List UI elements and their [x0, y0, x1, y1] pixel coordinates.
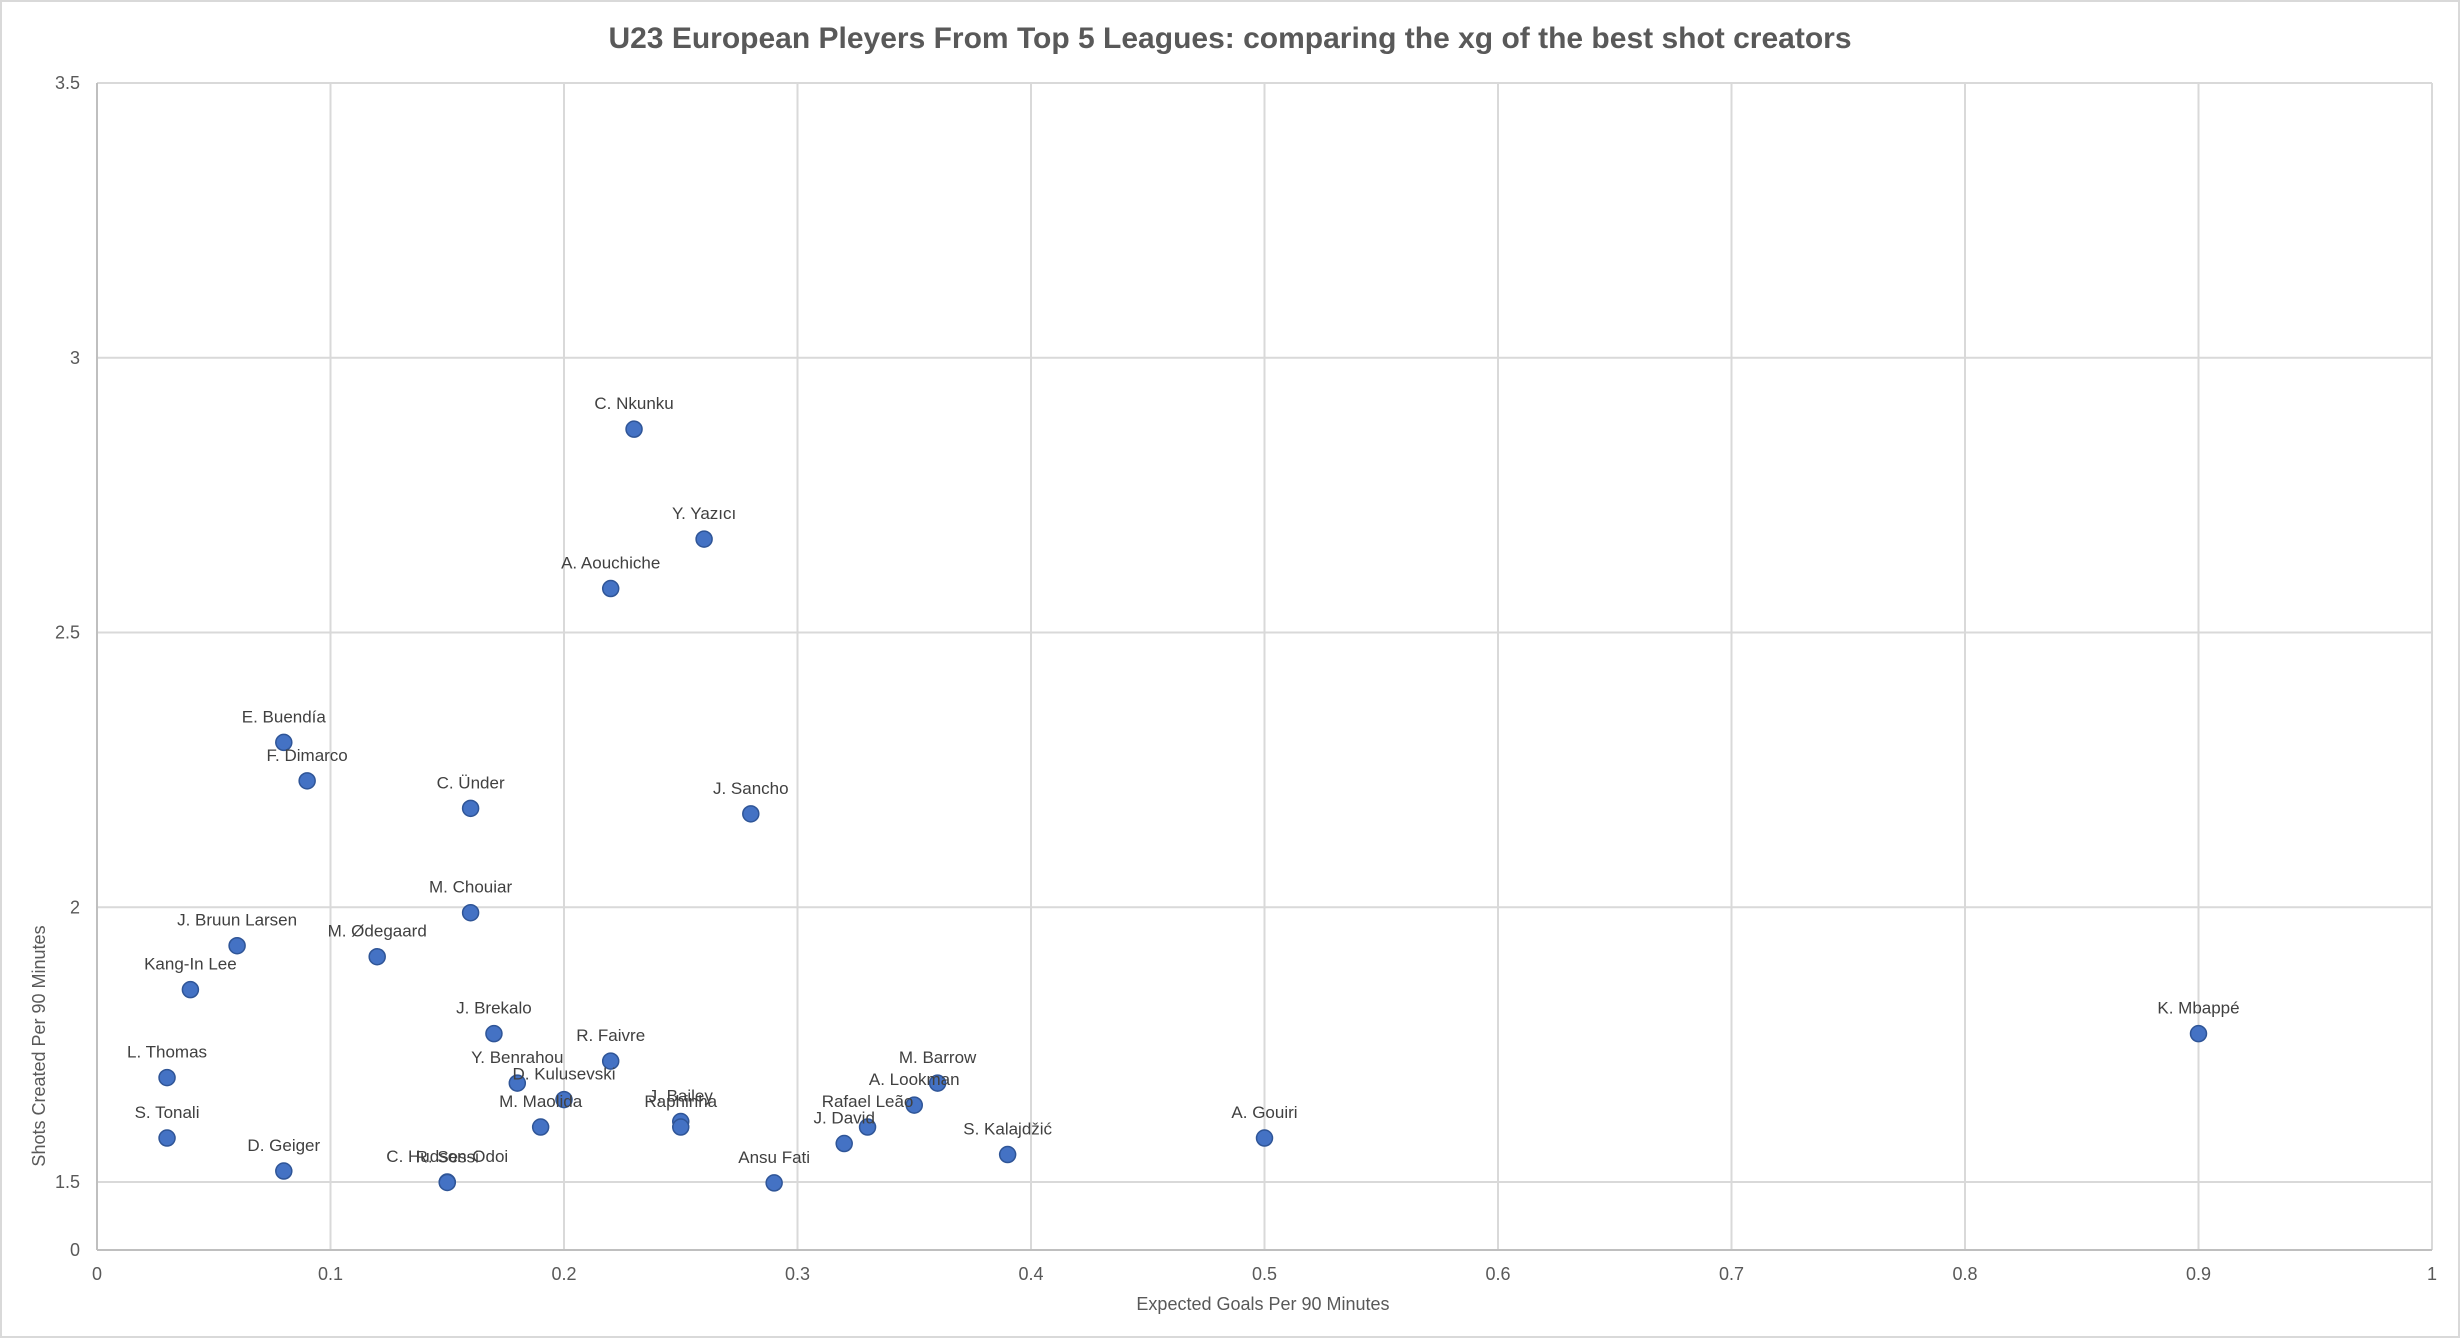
data-label: J. Bruun Larsen — [177, 911, 297, 930]
data-label: R. Sessi — [416, 1147, 479, 1166]
data-label: S. Kalajdžić — [963, 1120, 1052, 1139]
y-axis-title: Shots Created Per 90 Minutes — [29, 925, 49, 1166]
y-tick-label: 2.5 — [55, 623, 80, 643]
data-label: Ansu Fati — [738, 1148, 810, 1167]
data-point — [461, 799, 480, 818]
data-labels: C. Nkunku Y. Yazıcı A. Aouchiche E. Buendía… — [127, 394, 2240, 1167]
data-label: Y. Yazıcı — [672, 504, 736, 523]
data-label: F. Dimarco — [267, 746, 348, 765]
data-point — [998, 1145, 1017, 1164]
data-point — [461, 903, 480, 922]
data-label: A. Lookman — [869, 1070, 960, 1089]
data-point — [601, 1052, 620, 1070]
data-label: E. Buendía — [242, 707, 327, 726]
data-point — [555, 1090, 573, 1109]
y-tick-label: 3 — [70, 348, 80, 368]
data-label: J. Sancho — [713, 779, 789, 798]
x-tick-label: 1 — [2427, 1264, 2437, 1284]
y-tick-label: 0 — [70, 1240, 80, 1260]
data-label: D. Geiger — [247, 1136, 320, 1155]
data-points — [158, 420, 2208, 1192]
data-point — [672, 1118, 690, 1136]
data-point — [601, 579, 620, 598]
data-label: A. Aouchiche — [561, 554, 660, 573]
data-label: C. Ünder — [437, 773, 505, 792]
data-label: A. Gouiri — [1231, 1103, 1297, 1122]
data-point — [858, 1118, 877, 1136]
data-point — [508, 1074, 527, 1092]
x-tick-label: 0.2 — [551, 1264, 576, 1284]
x-tick-label: 0.5 — [1252, 1264, 1277, 1284]
y-tick-label: 1.5 — [55, 1172, 80, 1192]
data-point — [485, 1024, 503, 1043]
x-tick-label: 0 — [92, 1264, 102, 1284]
x-tick-label: 0.3 — [785, 1264, 810, 1284]
data-label: Raphinha — [644, 1092, 717, 1111]
tick-labels: 0 0.1 0.2 0.3 0.4 0.5 0.6 0.7 0.8 0.9 1 0 1.5 2 2.5 3 3.… — [55, 73, 2437, 1284]
data-point — [438, 1173, 456, 1192]
data-label: J. David — [813, 1109, 874, 1128]
data-label: S. Tonali — [135, 1103, 200, 1122]
data-point — [181, 980, 200, 999]
data-label: Y. Benrahou — [471, 1048, 563, 1067]
data-point — [835, 1134, 853, 1153]
x-tick-label: 0.6 — [1485, 1264, 1510, 1284]
data-label: C. Hudson-Odoi — [386, 1147, 508, 1166]
y-tick-label: 3.5 — [55, 73, 80, 93]
data-label: M. Ødegaard — [328, 922, 427, 941]
grid — [97, 82, 2433, 1250]
x-tick-label: 0.7 — [1719, 1264, 1744, 1284]
data-point — [531, 1118, 550, 1136]
x-axis-title: Expected Goals Per 90 Minutes — [1136, 1294, 1389, 1314]
y-tick-label: 2 — [70, 897, 80, 917]
data-label: R. Faivre — [576, 1026, 645, 1045]
data-point — [625, 420, 643, 438]
data-label: M. Barrow — [899, 1048, 977, 1067]
data-label: C. Nkunku — [594, 394, 673, 413]
x-tick-label: 0.1 — [318, 1264, 343, 1284]
data-label: Rafael Leão — [822, 1092, 914, 1111]
chart-title: U23 European Pleyers From Top 5 Leagues:… — [608, 22, 1851, 55]
data-label: M. Chouiar — [429, 878, 512, 897]
data-point — [2189, 1024, 2208, 1043]
data-point — [928, 1074, 947, 1092]
data-point — [158, 1068, 176, 1087]
data-point — [275, 1162, 293, 1180]
data-label: M. Maolida — [499, 1092, 583, 1111]
data-label: J. Bailey — [649, 1087, 714, 1106]
data-point — [695, 530, 713, 548]
data-point — [1255, 1129, 1274, 1147]
data-label: Kang-In Lee — [144, 955, 237, 974]
data-point — [275, 733, 293, 752]
data-point — [158, 1129, 176, 1147]
data-label: K. Mbappé — [2157, 999, 2239, 1018]
data-point — [742, 805, 760, 823]
data-label: J. Brekalo — [456, 999, 532, 1018]
x-tick-label: 0.8 — [1952, 1264, 1977, 1284]
data-point — [298, 772, 316, 790]
data-point — [228, 936, 246, 955]
data-point — [368, 947, 386, 966]
data-label: D. Kulusevski — [513, 1065, 616, 1084]
data-point — [905, 1096, 923, 1114]
x-tick-label: 0.9 — [2186, 1264, 2211, 1284]
x-tick-label: 0.4 — [1018, 1264, 1043, 1284]
data-point — [765, 1174, 783, 1192]
data-label: L. Thomas — [127, 1043, 207, 1062]
axes — [96, 83, 2432, 1251]
